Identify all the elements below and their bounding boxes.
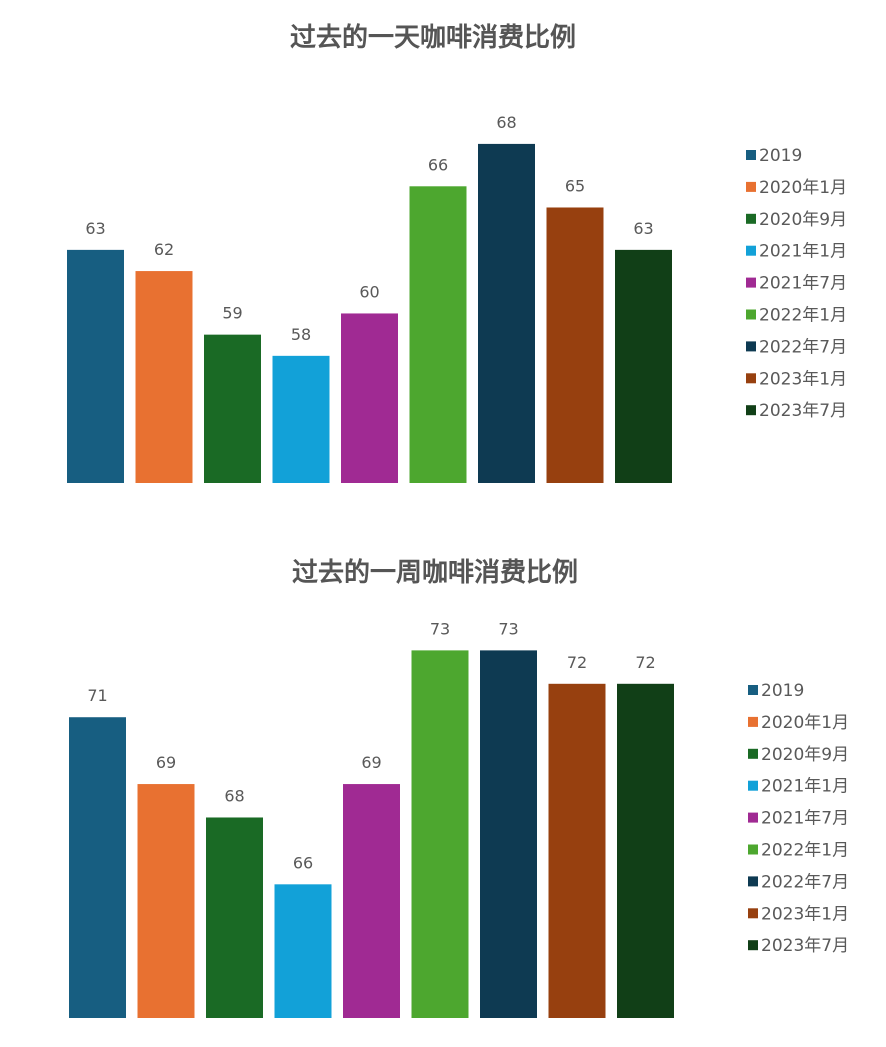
data-label: 58	[291, 325, 311, 344]
data-label: 73	[430, 619, 450, 638]
bar-2023年7月	[615, 249, 672, 483]
legend-swatch	[748, 940, 758, 951]
legend-label: 2023年1月	[761, 904, 849, 924]
bar-2019	[69, 717, 126, 1018]
legend-swatch	[746, 277, 756, 288]
legend-swatch	[748, 748, 758, 759]
bar-2022年1月	[409, 186, 467, 483]
legend-swatch	[748, 908, 758, 919]
data-label: 69	[156, 753, 176, 772]
legend-swatch	[746, 181, 756, 192]
legend-swatch	[746, 150, 756, 160]
legend-swatch	[748, 685, 758, 695]
legend-label: 2022年1月	[759, 306, 847, 326]
legend-swatch	[746, 245, 756, 256]
data-label: 63	[633, 219, 653, 238]
bar-2020年9月	[204, 334, 261, 483]
bar-2023年7月	[617, 683, 674, 1018]
legend-label: 2023年1月	[759, 369, 847, 389]
legend-swatch	[748, 812, 758, 823]
bar-2021年7月	[341, 313, 398, 483]
legend-swatch	[746, 213, 756, 224]
data-label: 66	[293, 853, 313, 872]
data-label: 59	[222, 304, 242, 323]
legend-label: 2020年9月	[761, 745, 849, 765]
bar-2020年1月	[137, 784, 195, 1018]
bar-2022年7月	[478, 143, 535, 483]
bar-2022年1月	[411, 650, 469, 1018]
bar-2021年1月	[274, 884, 332, 1018]
legend-swatch	[748, 876, 758, 887]
legend-label: 2019	[761, 681, 804, 701]
chart-week: 过去的一周咖啡消费比例 71 69 68 66 69 73 73 72 72 2019 2020年1…	[0, 534, 886, 1047]
chart-title: 过去的一天咖啡消费比例	[290, 22, 576, 53]
legend-label: 2021年7月	[759, 274, 847, 294]
data-label: 68	[224, 786, 244, 805]
chart-day: 过去的一天咖啡消费比例 63 62 59 58 60 66 68 65 63 2019 2020年1…	[0, 0, 886, 520]
legend-swatch	[746, 405, 756, 416]
bar-2023年1月	[546, 207, 604, 483]
chart-day-svg: 过去的一天咖啡消费比例 63 62 59 58 60 66 68 65 63 2019 2020年1…	[67, 22, 847, 483]
bar-2020年9月	[206, 817, 263, 1018]
data-label: 72	[567, 653, 587, 672]
data-label: 66	[428, 155, 448, 174]
legend-label: 2021年1月	[759, 242, 847, 262]
chart-week-svg: 过去的一周咖啡消费比例 71 69 68 66 69 73 73 72 72 2019 2020年1…	[69, 557, 849, 1018]
legend-label: 2022年7月	[761, 872, 849, 892]
data-label: 62	[154, 240, 174, 259]
legend-label: 2020年1月	[759, 178, 847, 198]
bar-2023年1月	[548, 683, 606, 1018]
legend-swatch	[748, 716, 758, 727]
legend-swatch	[748, 844, 758, 855]
legend-label: 2021年7月	[761, 809, 849, 829]
bar-2020年1月	[135, 271, 193, 483]
legend-label: 2019	[759, 146, 802, 166]
data-label: 65	[565, 176, 585, 195]
legend-label: 2022年7月	[759, 337, 847, 357]
data-label: 68	[496, 113, 516, 132]
bar-2022年7月	[480, 650, 537, 1018]
legend-label: 2022年1月	[761, 841, 849, 861]
data-label: 60	[359, 282, 379, 301]
data-label: 71	[87, 686, 107, 705]
data-label: 63	[85, 219, 105, 238]
legend-label: 2020年9月	[759, 210, 847, 230]
data-label: 69	[361, 753, 381, 772]
legend-label: 2020年1月	[761, 713, 849, 733]
legend-label: 2023年7月	[761, 936, 849, 956]
data-label: 73	[498, 619, 518, 638]
data-label: 72	[635, 653, 655, 672]
legend-swatch	[746, 373, 756, 384]
legend-swatch	[746, 309, 756, 320]
legend-swatch	[748, 780, 758, 791]
bar-2021年7月	[343, 784, 400, 1018]
legend-label: 2023年7月	[759, 401, 847, 421]
bar-2019	[67, 249, 124, 483]
legend-swatch	[746, 341, 756, 352]
bar-2021年1月	[272, 355, 330, 483]
legend-label: 2021年1月	[761, 777, 849, 797]
chart-title: 过去的一周咖啡消费比例	[292, 557, 578, 588]
